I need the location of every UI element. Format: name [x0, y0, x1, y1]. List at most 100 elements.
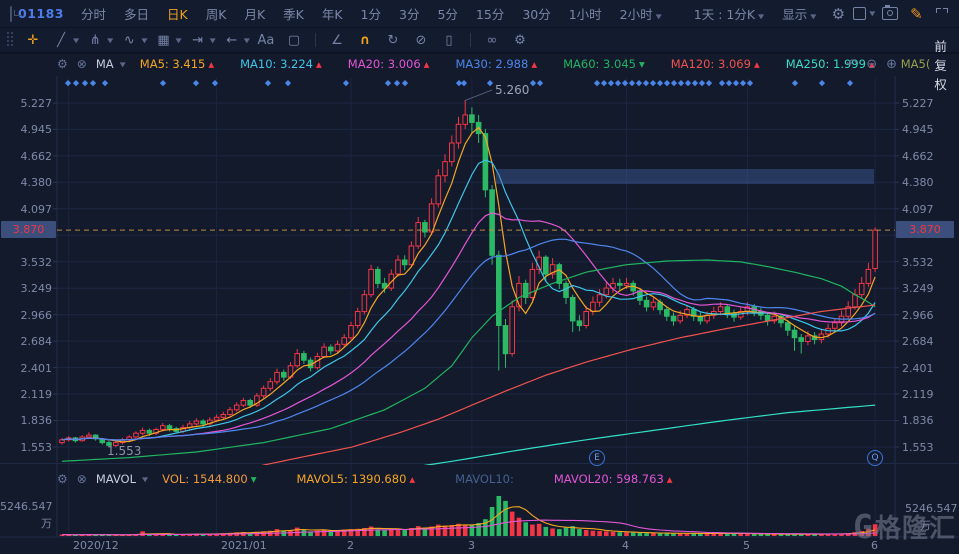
- draw-pencil-icon[interactable]: ✎: [910, 4, 923, 23]
- mavol-settings-gear-icon[interactable]: ⚙: [57, 472, 68, 486]
- pattern-tool-icon[interactable]: ▦: [157, 32, 170, 48]
- chevron-down-icon[interactable]: ▼: [73, 36, 80, 44]
- axis-price-right: 4.380: [902, 176, 934, 189]
- mavol-value-2: MAVOL10:: [455, 472, 514, 486]
- axis-price-left: 2.684: [20, 335, 53, 348]
- chevron-down-icon[interactable]: ▼: [243, 36, 250, 44]
- axis-price-left: 4.097: [20, 203, 53, 216]
- volume-axis-max-right: 5246.547: [905, 502, 958, 515]
- measure-tool-icon[interactable]: ⇥: [192, 32, 204, 48]
- event-marker-E[interactable]: E: [589, 450, 605, 466]
- toolbar-drag-handle[interactable]: [6, 32, 15, 48]
- fullscreen-expand-icon[interactable]: [931, 3, 953, 25]
- axis-price-left: 2.119: [20, 388, 53, 401]
- layout-select-icon[interactable]: ▼: [853, 3, 875, 25]
- chevron-down-icon[interactable]: ▼: [119, 60, 126, 68]
- axis-price-right: 3.532: [902, 256, 934, 269]
- tab-2小时[interactable]: 2小时 ▼: [619, 7, 662, 22]
- axis-price-left: 4.945: [20, 123, 53, 136]
- ma-value-4: MA60: 3.045 ▼: [563, 57, 645, 71]
- zoom-in-icon[interactable]: ⊕: [886, 56, 897, 72]
- sync-tool-icon[interactable]: ↻: [387, 32, 399, 48]
- chart-window-icon[interactable]: [10, 5, 22, 22]
- tab-30分[interactable]: 30分: [522, 7, 551, 22]
- tab-1小时[interactable]: 1小时: [568, 7, 602, 22]
- ma-value-6: MA250: 1.999 ▲: [785, 57, 875, 71]
- tab-日K[interactable]: 日K: [167, 7, 188, 22]
- arrow-tool-icon[interactable]: ←: [226, 32, 238, 48]
- zoom-out-icon[interactable]: ⊖: [866, 56, 878, 72]
- ma-value-2: MA20: 3.006 ▲: [347, 57, 430, 71]
- axis-price-left: 4.380: [20, 176, 53, 189]
- tab-1分[interactable]: 1分: [360, 7, 381, 22]
- angle-tool-icon[interactable]: ∠: [331, 32, 343, 48]
- symbol-code[interactable]: 01183: [18, 6, 64, 21]
- chevron-down-icon[interactable]: ▼: [107, 36, 114, 44]
- axis-price-left: 1.836: [20, 414, 53, 427]
- axis-price-left: 3.532: [20, 256, 53, 269]
- event-marker-Q[interactable]: Q: [867, 450, 883, 466]
- adjust-mode-label[interactable]: 前复权: [934, 38, 947, 92]
- ma-value-5: MA120: 3.069 ▲: [670, 57, 760, 71]
- current-price-badge-left: 3.870: [1, 221, 56, 238]
- mavol-close-icon[interactable]: ⊗: [76, 472, 87, 486]
- axis-price-left: 2.401: [20, 362, 53, 375]
- axis-time-label: 4: [622, 539, 629, 552]
- ma-close-icon[interactable]: ⊗: [76, 57, 87, 71]
- move-tool-icon[interactable]: ✛: [27, 32, 39, 48]
- text-tool-icon[interactable]: Aa: [257, 32, 275, 48]
- tab-多日[interactable]: 多日: [124, 7, 150, 22]
- settings-gear-icon[interactable]: ⚙: [831, 4, 846, 23]
- ma-row-controls: ↶ ⊖ ⊕: [846, 55, 897, 73]
- draw-settings-tool-icon[interactable]: ⚙: [514, 32, 526, 48]
- current-price-badge-right: 3.870: [896, 221, 954, 238]
- axis-price-left: 2.966: [20, 309, 53, 322]
- interval-select[interactable]: 1天 : 1分K ▼: [693, 7, 765, 22]
- down-triangle-icon: ▼: [638, 60, 645, 69]
- pitchfork-tool-icon[interactable]: ⋔: [89, 32, 101, 48]
- undo-icon[interactable]: ↶: [846, 56, 858, 72]
- axis-price-right: 4.097: [902, 203, 934, 216]
- compare-tool-icon[interactable]: ∞: [486, 32, 498, 48]
- wave-tool-icon[interactable]: ∿: [123, 32, 135, 48]
- axis-price-left: 4.662: [20, 150, 53, 163]
- hide-tool-icon[interactable]: ⊘: [415, 32, 427, 48]
- tab-3分[interactable]: 3分: [399, 7, 420, 22]
- ma-settings-gear-icon[interactable]: ⚙: [57, 57, 68, 71]
- tab-5分[interactable]: 5分: [437, 7, 458, 22]
- magnet-tool-icon[interactable]: ∩: [359, 32, 371, 48]
- axis-price-left: 5.227: [20, 97, 53, 110]
- ma-value-0: MA5: 3.415 ▲: [139, 57, 215, 71]
- indicator-name[interactable]: MAVOL: [95, 472, 137, 486]
- axis-price-right: 4.662: [902, 150, 934, 163]
- indicator-name[interactable]: MA: [95, 57, 114, 71]
- trendline-tool-icon[interactable]: ╱: [57, 32, 65, 48]
- display-menu[interactable]: 显示 ▼: [782, 7, 817, 22]
- tab-季K[interactable]: 季K: [283, 7, 304, 22]
- tab-15分[interactable]: 15分: [475, 7, 505, 22]
- chevron-down-icon[interactable]: ▼: [141, 36, 148, 44]
- watermark-text: 格隆汇: [874, 514, 956, 544]
- ma-indicator-row: ⚙ ⊗ MA ▼ MA5: 3.415 ▲ MA10: 3.224 ▲ MA20: 3.…: [57, 39, 947, 92]
- low-price-label: 1.553: [107, 444, 142, 458]
- axis-price-right: 3.249: [902, 282, 934, 295]
- tab-分时[interactable]: 分时: [81, 7, 107, 22]
- chevron-down-icon: ▼: [869, 9, 876, 18]
- chevron-down-icon[interactable]: ▼: [209, 36, 216, 44]
- ma-partial-label: MA5(: [900, 57, 931, 71]
- axis-price-right: 2.684: [902, 335, 934, 348]
- axis-time-label: 2020/12: [73, 539, 119, 552]
- tab-月K[interactable]: 月K: [244, 7, 266, 22]
- screenshot-camera-icon[interactable]: [879, 3, 901, 25]
- trash-tool-icon[interactable]: ▯: [445, 32, 453, 48]
- down-triangle-icon: ▼: [250, 475, 257, 484]
- tab-周K[interactable]: 周K: [205, 7, 227, 22]
- tab-年K[interactable]: 年K: [321, 7, 343, 22]
- comment-tool-icon[interactable]: ▢: [287, 32, 301, 48]
- up-triangle-icon: ▲: [423, 60, 430, 69]
- chevron-down-icon[interactable]: ▼: [142, 475, 149, 483]
- chevron-down-icon[interactable]: ▼: [175, 36, 182, 44]
- drawing-toolbar: ✛ ╱ ▼ ⋔ ▼ ∿ ▼ ▦ ▼ ⇥ ▼ ← ▼ Aa ▢ ∠ ∩ ↻ ⊘ ▯ ∞ ⚙: [0, 28, 959, 54]
- up-triangle-icon: ▲: [868, 60, 875, 69]
